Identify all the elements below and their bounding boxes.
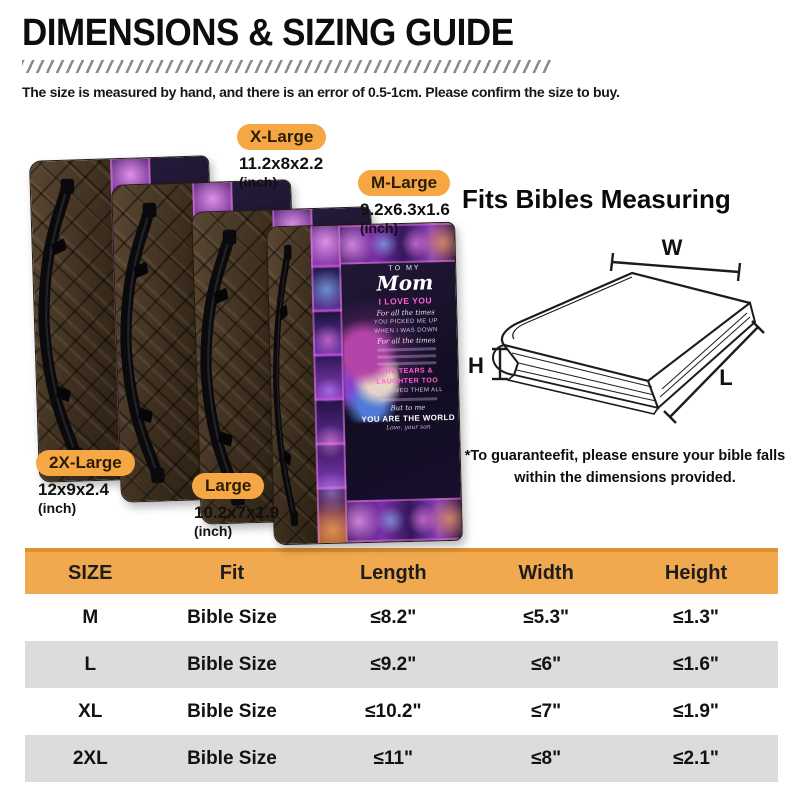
length-label: L <box>719 365 732 390</box>
size-chart-table: SIZE Fit Length Width Height M Bible Siz… <box>25 548 778 782</box>
measurement-disclaimer: The size is measured by hand, and there … <box>22 84 620 100</box>
size-label-x-large: X-Large 11.2x8x2.2 (inch) <box>237 124 327 190</box>
col-header-height: Height <box>614 548 778 594</box>
col-header-fit: Fit <box>155 548 309 594</box>
cell-size: 2XL <box>25 735 156 782</box>
cell-height: ≤1.6" <box>614 641 778 688</box>
table-row-l: L Bible Size ≤9.2" ≤6" ≤1.6" <box>25 641 778 688</box>
size-unit: (inch) <box>194 523 233 539</box>
col-header-size: SIZE <box>25 548 156 594</box>
cell-height: ≤1.3" <box>673 606 719 628</box>
cell-size: L <box>25 641 156 688</box>
cell-length: ≤11" <box>308 735 479 782</box>
table-row-2xl: 2XL Bible Size ≤11" ≤8" ≤2.1" <box>25 735 778 782</box>
carry-handle <box>120 202 165 483</box>
illegible-text-line <box>377 354 437 359</box>
col-header-length: Length <box>308 548 479 594</box>
illegible-text-line <box>377 347 436 352</box>
cell-width: ≤6" <box>478 641 614 688</box>
table-row-m: M Bible Size ≤8.2" ≤5.3" ≤1.3" <box>25 594 778 641</box>
size-pill: 2X-Large <box>36 450 135 476</box>
illegible-text-line <box>378 397 438 402</box>
width-label: W <box>662 235 683 260</box>
hatch-divider <box>22 60 552 73</box>
size-pill: M-Large <box>358 170 451 196</box>
size-dimensions: 12x9x2.4 <box>38 480 109 499</box>
cover-line: WHEN I WAS DOWN <box>374 327 438 335</box>
cover-line: But to me <box>390 403 426 413</box>
fit-guide-heading: Fits Bibles Measuring <box>462 184 731 214</box>
carry-handle <box>200 229 245 506</box>
carry-handle <box>272 244 298 526</box>
cell-length: ≤10.2" <box>365 700 422 722</box>
cover-line: Love, your son <box>386 423 431 432</box>
col-header-width: Width <box>478 548 614 594</box>
table-header-row: SIZE Fit Length Width Height <box>25 548 778 594</box>
cover-line: I'VE LOVED THEM ALL <box>371 387 444 395</box>
height-label: H <box>468 353 484 378</box>
quilted-spine <box>30 159 121 482</box>
cover-message: TO MY Mom I LOVE YOU For all the times Y… <box>357 264 457 498</box>
size-unit: (inch) <box>239 174 278 190</box>
cell-fit: Bible Size <box>155 735 309 782</box>
bible-cover-photo-m-large: TO MY Mom I LOVE YOU For all the times Y… <box>266 221 463 546</box>
cell-fit: Bible Size <box>187 606 277 628</box>
cover-line: THE TEARS & <box>380 367 434 376</box>
fit-guarantee-note: *To guaranteefit, please ensure your bib… <box>464 448 786 487</box>
table-row-xl: XL Bible Size ≤10.2" ≤7" ≤1.9" <box>25 688 778 735</box>
size-dimensions: 11.2x8x2.2 <box>239 154 324 173</box>
cell-length: ≤8.2" <box>370 606 417 628</box>
cell-size: XL <box>78 700 103 722</box>
cover-line: For all the times <box>376 308 435 318</box>
cell-height: ≤2.1" <box>614 735 778 782</box>
size-pill: Large <box>192 473 265 499</box>
size-label-large: Large 10.2x7x1.9 (inch) <box>192 473 279 539</box>
size-dimensions: 10.2x7x1.9 <box>194 503 280 522</box>
size-label-m-large: M-Large 9.2x6.3x1.6 (inch) <box>358 170 451 236</box>
illegible-text-line <box>377 361 437 366</box>
size-unit: (inch) <box>38 500 77 516</box>
carry-handle <box>38 178 83 463</box>
quilted-spine <box>112 183 203 502</box>
quilted-spine <box>267 226 318 545</box>
fit-guide-section: Fits Bibles Measuring W H <box>462 184 788 490</box>
cover-face: TO MY Mom I LOVE YOU For all the times Y… <box>340 222 462 543</box>
cover-line: I LOVE YOU <box>378 295 433 307</box>
cover-line: YOU PICKED ME UP <box>373 318 438 326</box>
cell-width: ≤7" <box>531 700 562 722</box>
cover-line: For all the times <box>377 336 436 346</box>
book-measurement-diagram: W H L <box>468 235 765 424</box>
size-pill: X-Large <box>237 124 327 150</box>
cover-line: Mom <box>376 270 434 296</box>
cell-fit: Bible Size <box>155 641 309 688</box>
cell-size: M <box>82 606 99 628</box>
cover-line: YOU ARE THE WORLD <box>361 412 456 425</box>
cell-height: ≤1.9" <box>673 700 719 722</box>
bible-cover-photo-x-large <box>111 179 301 503</box>
cover-art-panel: TO MY Mom I LOVE YOU For all the times Y… <box>340 223 462 543</box>
cell-fit: Bible Size <box>187 700 277 722</box>
size-unit: (inch) <box>360 220 399 236</box>
page-title: DIMENSIONS & SIZING GUIDE <box>22 12 514 54</box>
cell-width: ≤8" <box>478 735 614 782</box>
size-dimensions: 9.2x6.3x1.6 <box>360 200 450 219</box>
size-label-2x-large: 2X-Large 12x9x2.4 (inch) <box>36 450 135 516</box>
cell-length: ≤9.2" <box>308 641 479 688</box>
cover-line: LAUGHTER TOO <box>376 377 439 386</box>
product-photo-group: TO MY Mom I LOVE YOU For all the times Y… <box>20 112 470 548</box>
cell-width: ≤5.3" <box>523 606 570 628</box>
